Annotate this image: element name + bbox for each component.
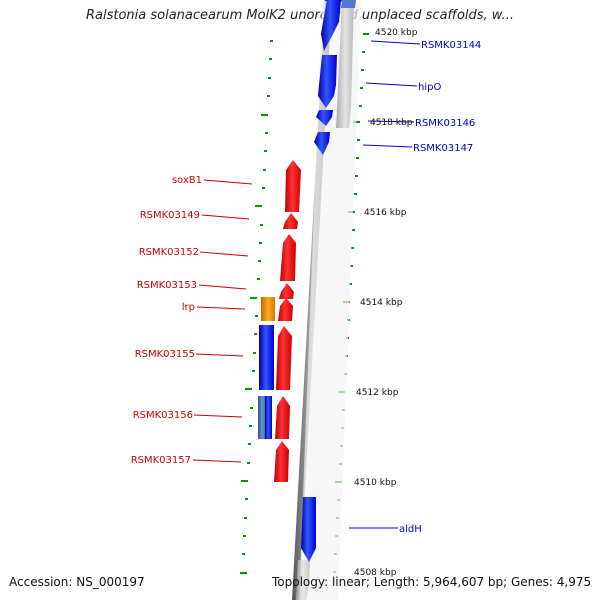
gene-block-rsmk03156-a[interactable] bbox=[258, 396, 267, 439]
gene-labels-right: RSMK03144 hipO RSMK03146 RSMK03147 aldH bbox=[399, 40, 481, 535]
scale-label-4516: 4516 kbp bbox=[364, 208, 407, 218]
gene-label-rsmk03149[interactable]: RSMK03149 bbox=[140, 210, 200, 221]
gene-label-rsmk03146[interactable]: RSMK03146 bbox=[415, 118, 475, 129]
gene-label-hipo[interactable]: hipO bbox=[418, 82, 441, 93]
gene-arrow-rsmk03149 bbox=[283, 213, 298, 229]
gene-segment-upper bbox=[336, 0, 354, 128]
gene-label-rsmk03155[interactable]: RSMK03155 bbox=[135, 349, 195, 360]
gene-label-rsmk03144[interactable]: RSMK03144 bbox=[421, 40, 481, 51]
gene-label-rsmk03156[interactable]: RSMK03156 bbox=[133, 410, 193, 421]
gene-arrow-rsmk03147 bbox=[314, 132, 330, 155]
scale-label-4510: 4510 kbp bbox=[354, 478, 397, 488]
gene-label-lrp[interactable]: lrp bbox=[182, 302, 195, 313]
gene-arrow-hipo bbox=[318, 55, 337, 108]
gene-arrow-rsmk03146 bbox=[316, 110, 333, 126]
gene-block-lrp[interactable] bbox=[261, 297, 275, 321]
gene-arrows-reverse[interactable] bbox=[274, 160, 301, 482]
gene-segment-right bbox=[296, 560, 310, 600]
gene-arrow-soxb1 bbox=[285, 160, 301, 212]
gene-arrow-rsmk03144 bbox=[321, 0, 341, 51]
gene-label-rsmk03153[interactable]: RSMK03153 bbox=[137, 280, 197, 291]
accession-text: Accession: NS_000197 bbox=[9, 575, 145, 589]
gene-arrow-rsmk03157 bbox=[274, 441, 289, 482]
gene-label-rsmk03147[interactable]: RSMK03147 bbox=[413, 143, 473, 154]
scale-labels: 4520 kbp 4518 kbp 4516 kbp 4514 kbp 4512… bbox=[354, 28, 418, 578]
gene-arrow-edge bbox=[341, 0, 356, 8]
genome-backbone-track bbox=[299, 0, 361, 600]
gene-arrow-aldh bbox=[301, 497, 316, 562]
scale-label-4508: 4508 kbp bbox=[354, 568, 397, 578]
scale-label-4520: 4520 kbp bbox=[375, 28, 418, 38]
scale-label-4514: 4514 kbp bbox=[360, 298, 403, 308]
gene-labels-left: soxB1 RSMK03149 RSMK03152 RSMK03153 lrp … bbox=[131, 175, 202, 466]
gene-label-rsmk03152[interactable]: RSMK03152 bbox=[139, 247, 199, 258]
gene-block-rsmk03156-b[interactable] bbox=[265, 396, 272, 439]
gene-label-aldh[interactable]: aldH bbox=[399, 524, 422, 535]
topology-text: Topology: linear; Length: 5,964,607 bp; … bbox=[272, 575, 592, 589]
gene-block-rsmk03155[interactable] bbox=[259, 325, 274, 390]
scale-label-4512: 4512 kbp bbox=[356, 388, 399, 398]
left-scale-ticks bbox=[240, 40, 273, 574]
gene-label-rsmk03157[interactable]: RSMK03157 bbox=[131, 455, 191, 466]
gene-arrows-forward-top[interactable] bbox=[301, 0, 342, 562]
scale-label-4518: 4518 kbp bbox=[370, 118, 413, 128]
gene-arrow-lrp bbox=[278, 298, 293, 321]
gene-arrow-rsmk03152 bbox=[280, 234, 296, 281]
label-leaders-right bbox=[349, 40, 421, 529]
gene-label-soxb1[interactable]: soxB1 bbox=[172, 175, 202, 186]
gene-arrow-rsmk03156 bbox=[275, 396, 290, 439]
label-leaders-left bbox=[192, 179, 253, 463]
gene-arrow-rsmk03153 bbox=[279, 283, 294, 299]
gene-arrow-rsmk03155 bbox=[276, 326, 292, 390]
map-title: Ralstonia solanacearum MolK2 unordered u… bbox=[85, 8, 514, 23]
